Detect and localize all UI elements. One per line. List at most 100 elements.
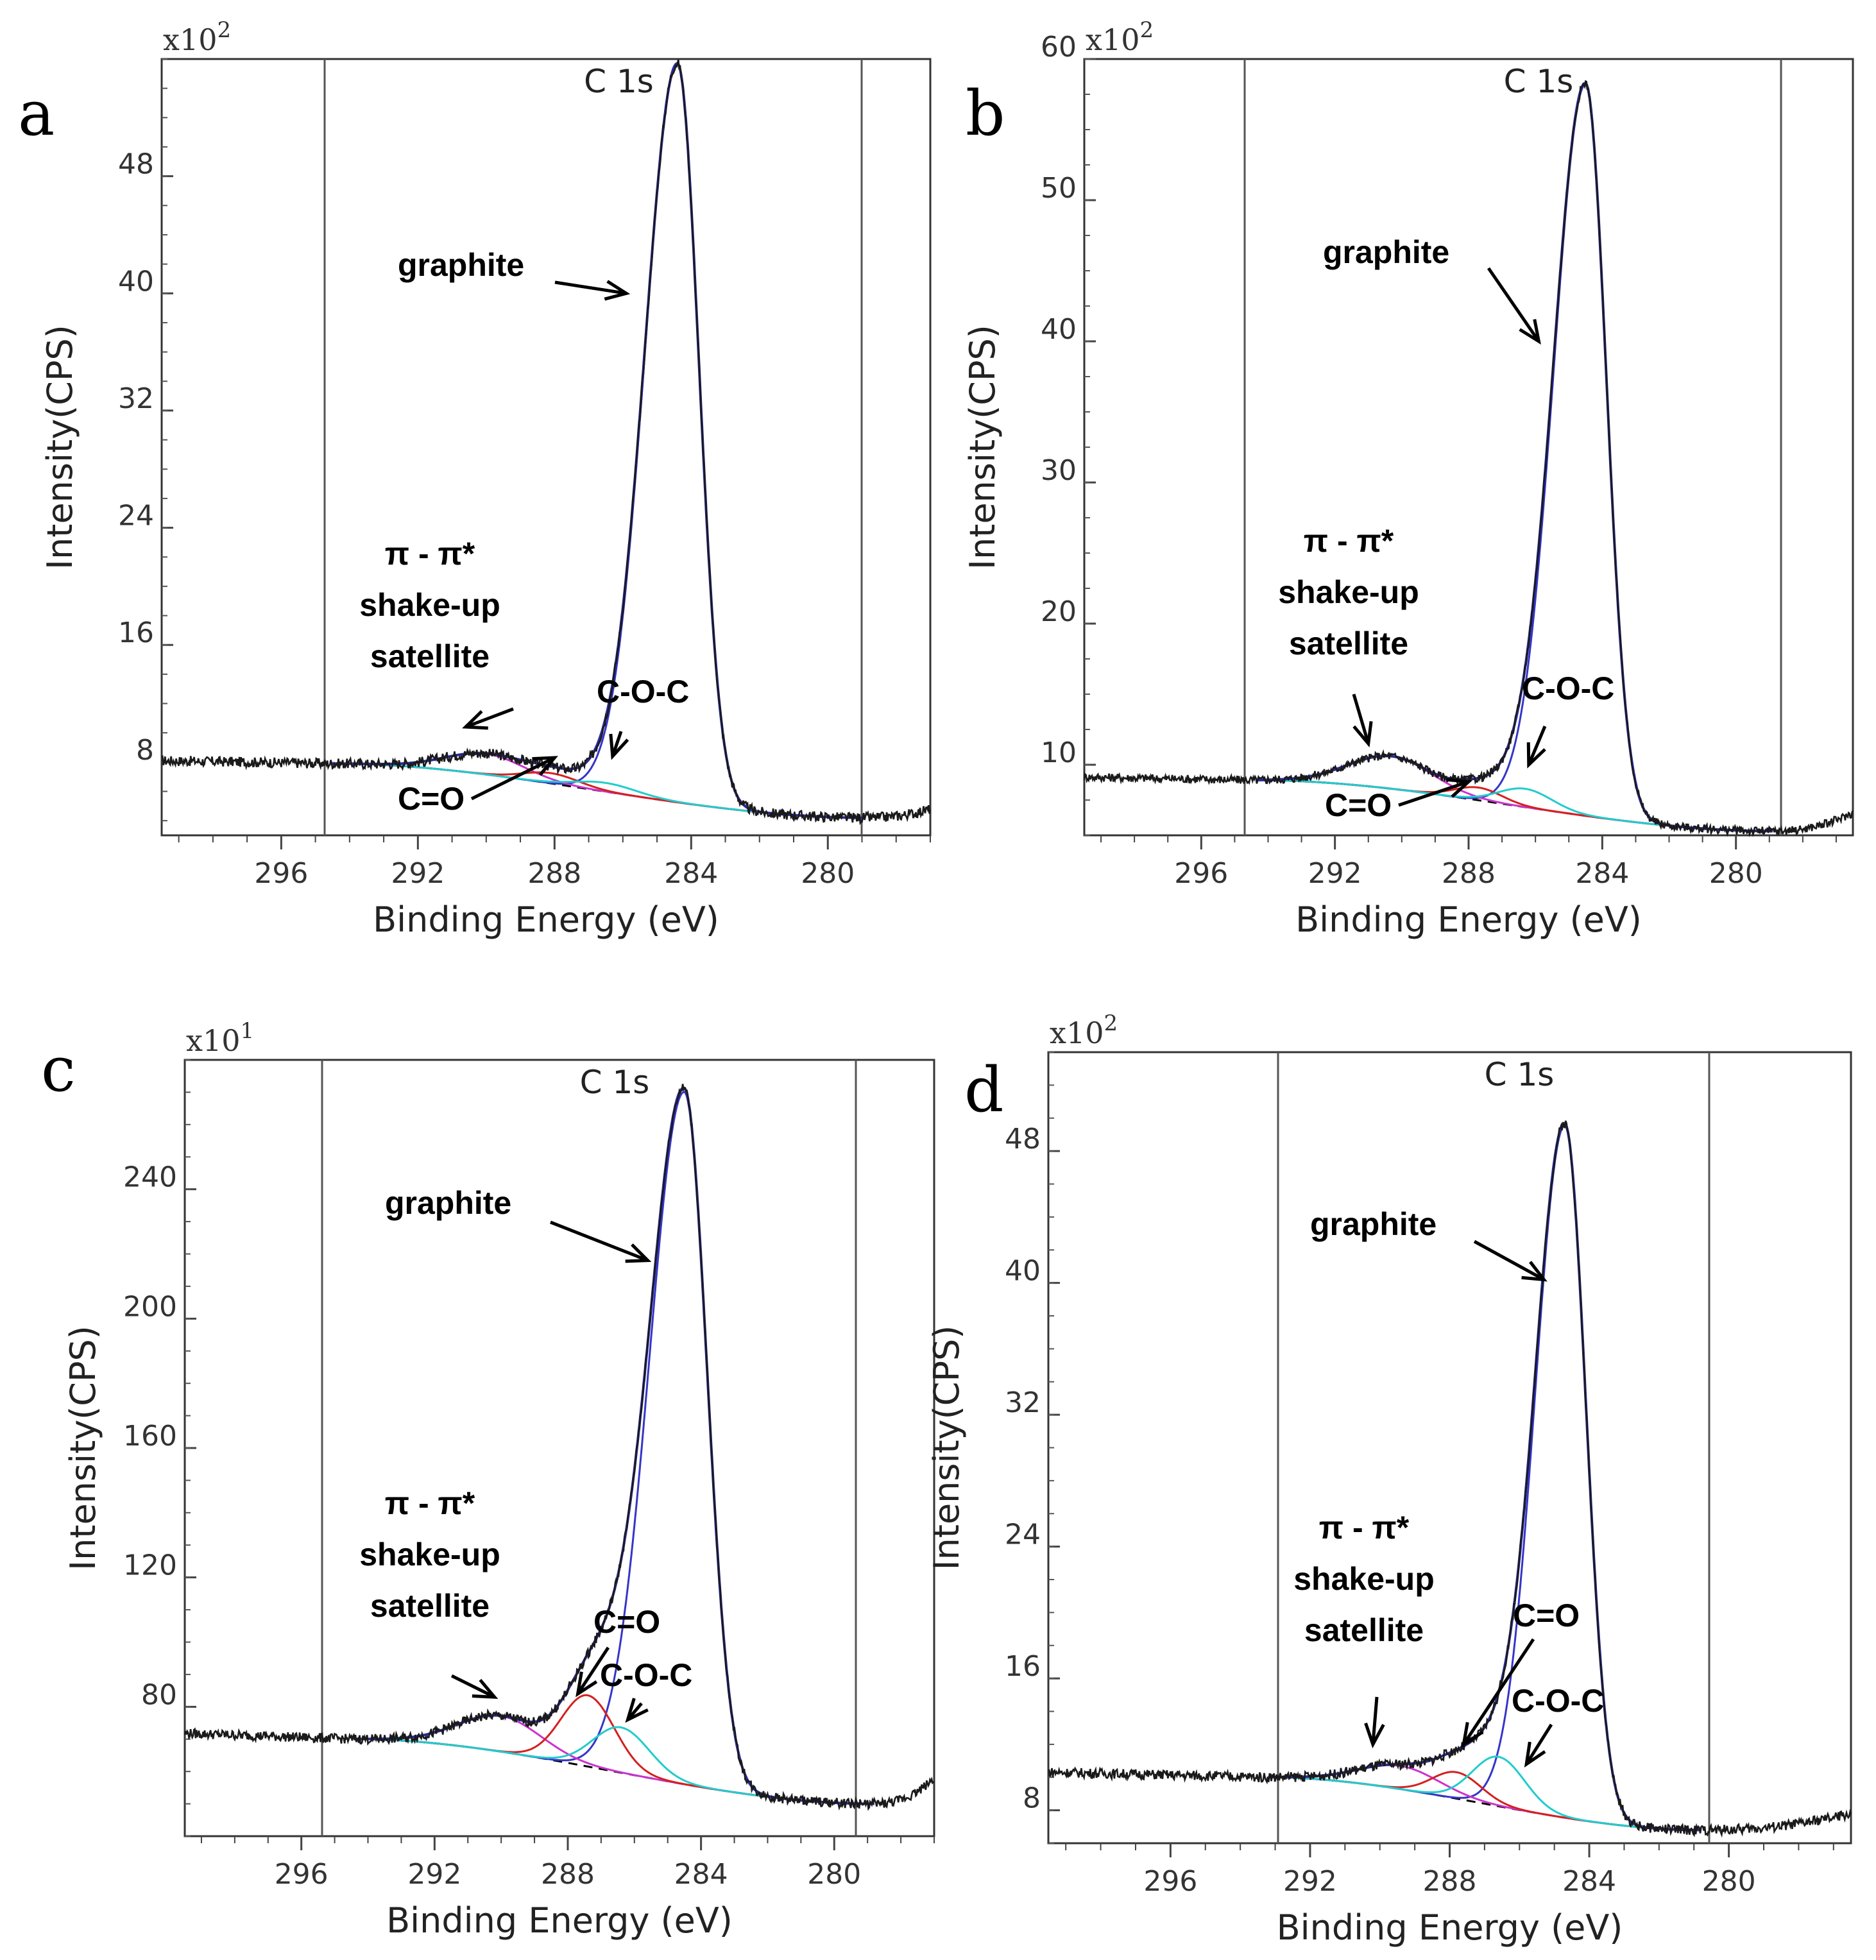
y-tick-label: 24	[118, 500, 154, 533]
annotation-graphite: graphite	[1323, 234, 1449, 270]
panel-c: c x101 C 1s 80 120 160 200 240 296 292 288 284 280 Bi…	[41, 1018, 935, 1941]
x-tick-label: 284	[674, 1858, 728, 1891]
y-tick-label: 48	[1005, 1123, 1041, 1155]
annotation-arrow	[554, 280, 627, 295]
x-tick-label: 288	[527, 857, 581, 890]
y-multiplier: x102	[163, 17, 231, 57]
annotation-arrowhead	[609, 733, 629, 760]
y-tick-label: 50	[1041, 172, 1077, 205]
annotation-c-o-c: C-O-C	[1522, 670, 1614, 706]
x-tick-label: 288	[541, 1858, 595, 1891]
y-tick-label: 40	[1005, 1255, 1041, 1288]
x-axis-label: Binding Energy (eV)	[1295, 899, 1642, 940]
raw-spectrum	[1048, 1120, 1852, 1838]
y-tick-label: 8	[1023, 1782, 1041, 1815]
y-axis-label: Intensity(CPS)	[962, 325, 1003, 570]
panel-d: d x102 C 1s 8 16 24 32 40 48 296 292 288 284 280 Bindi…	[926, 1010, 1852, 1948]
x-tick-label: 296	[1143, 1865, 1197, 1898]
annotation-c-o: C=O	[1325, 787, 1392, 823]
x-tick-label: 292	[407, 1858, 461, 1891]
y-axis-label: Intensity(CPS)	[40, 325, 80, 570]
chart-title: C 1s	[1504, 63, 1574, 100]
x-tick-label: 292	[391, 857, 445, 890]
y-tick-label: 48	[118, 148, 154, 181]
y-tick-label: 32	[1005, 1386, 1041, 1419]
x-tick-label: 284	[1575, 857, 1629, 890]
annotation-satellite: π - π* shake-up satellite	[1293, 1510, 1435, 1648]
y-tick-label: 40	[118, 265, 154, 298]
annotation-c-o-c: C-O-C	[1512, 1683, 1604, 1719]
annotation-c-o: C=O	[593, 1604, 660, 1640]
y-tick-label: 20	[1041, 595, 1077, 628]
panel-letter: b	[966, 78, 1005, 149]
annotation-arrowhead	[1352, 721, 1373, 747]
annotation-arrow	[1527, 726, 1547, 765]
annotation-arrowhead	[1526, 742, 1546, 769]
annotation-arrowhead	[462, 710, 488, 730]
annotation-arrow	[1352, 694, 1370, 744]
panel-letter: a	[18, 78, 55, 149]
annotation-arrowhead	[1524, 1741, 1546, 1768]
annotation-arrowhead	[576, 1671, 598, 1698]
x-tick-label: 296	[1174, 857, 1228, 890]
chart-title: C 1s	[1485, 1056, 1555, 1093]
plot-frame	[1083, 58, 1854, 837]
annotation-arrow	[450, 1674, 495, 1699]
annotation-graphite: graphite	[398, 247, 524, 283]
y-tick-label: 60	[1041, 31, 1077, 64]
x-tick-label: 284	[664, 857, 718, 890]
y-tick-label: 10	[1041, 737, 1077, 769]
raw-spectrum	[1083, 80, 1854, 837]
annotation-c-o-c: C-O-C	[600, 1657, 692, 1693]
y-tick-label: 8	[136, 734, 154, 767]
annotation-arrowhead	[625, 1698, 649, 1723]
annotation-satellite: π - π* shake-up satellite	[359, 1485, 500, 1624]
panel-letter: c	[41, 1034, 76, 1105]
chart-title: C 1s	[584, 63, 654, 100]
annotation-c-o: C=O	[1513, 1598, 1580, 1633]
y-axis-label: Intensity(CPS)	[926, 1325, 967, 1571]
x-axis-label: Binding Energy (eV)	[373, 899, 719, 940]
x-tick-label: 280	[1702, 1865, 1756, 1898]
annotation-arrowhead	[472, 1678, 499, 1699]
x-tick-label: 292	[1283, 1865, 1337, 1898]
raw-spectrum	[161, 59, 932, 826]
panel-b: b x102 C 1s 10 20 30 40 50 60 296 292 288 284 280 Bind…	[962, 17, 1854, 940]
y-multiplier: x102	[1050, 1010, 1118, 1050]
y-axis-label: Intensity(CPS)	[63, 1325, 103, 1571]
annotation-c-o: C=O	[398, 781, 465, 817]
x-tick-label: 280	[801, 857, 855, 890]
x-tick-label: 288	[1442, 857, 1496, 890]
y-tick-label: 80	[141, 1678, 177, 1711]
annotation-arrowhead	[532, 756, 558, 776]
x-tick-label: 296	[254, 857, 308, 890]
x-axis-label: Binding Energy (eV)	[386, 1900, 733, 1941]
x-tick-label: 296	[275, 1858, 328, 1891]
annotation-arrow	[550, 1220, 649, 1262]
y-multiplier: x101	[186, 1018, 254, 1058]
y-tick-label: 240	[123, 1161, 177, 1194]
panel-a: a x102 C 1s 8 16 24 32 40 48 296 292 288 284 280 Bindi…	[18, 17, 932, 940]
panel-letter: d	[964, 1054, 1003, 1126]
annotation-arrowhead	[604, 280, 631, 301]
y-tick-label: 16	[1005, 1650, 1041, 1683]
y-tick-label: 24	[1005, 1519, 1041, 1551]
component-c-o	[354, 1694, 874, 1805]
annotation-graphite: graphite	[1310, 1206, 1437, 1242]
annotation-arrowhead	[1519, 319, 1541, 345]
y-tick-label: 16	[118, 617, 154, 649]
annotation-arrowhead	[1521, 1261, 1548, 1282]
annotation-c-o-c: C-O-C	[597, 674, 689, 710]
y-tick-label: 160	[123, 1420, 177, 1453]
background-line	[1268, 1776, 1701, 1831]
x-tick-label: 288	[1423, 1865, 1477, 1898]
annotation-arrow	[470, 756, 556, 801]
annotation-arrow	[1371, 1696, 1379, 1745]
x-tick-label: 280	[807, 1858, 861, 1891]
annotation-arrow	[465, 707, 514, 729]
annotation-arrow	[1525, 1723, 1553, 1766]
annotation-satellite: π - π* shake-up satellite	[1278, 523, 1419, 661]
annotation-graphite: graphite	[385, 1185, 511, 1221]
annotation-satellite: π - π* shake-up satellite	[359, 536, 500, 674]
raw-spectrum	[183, 1084, 935, 1811]
